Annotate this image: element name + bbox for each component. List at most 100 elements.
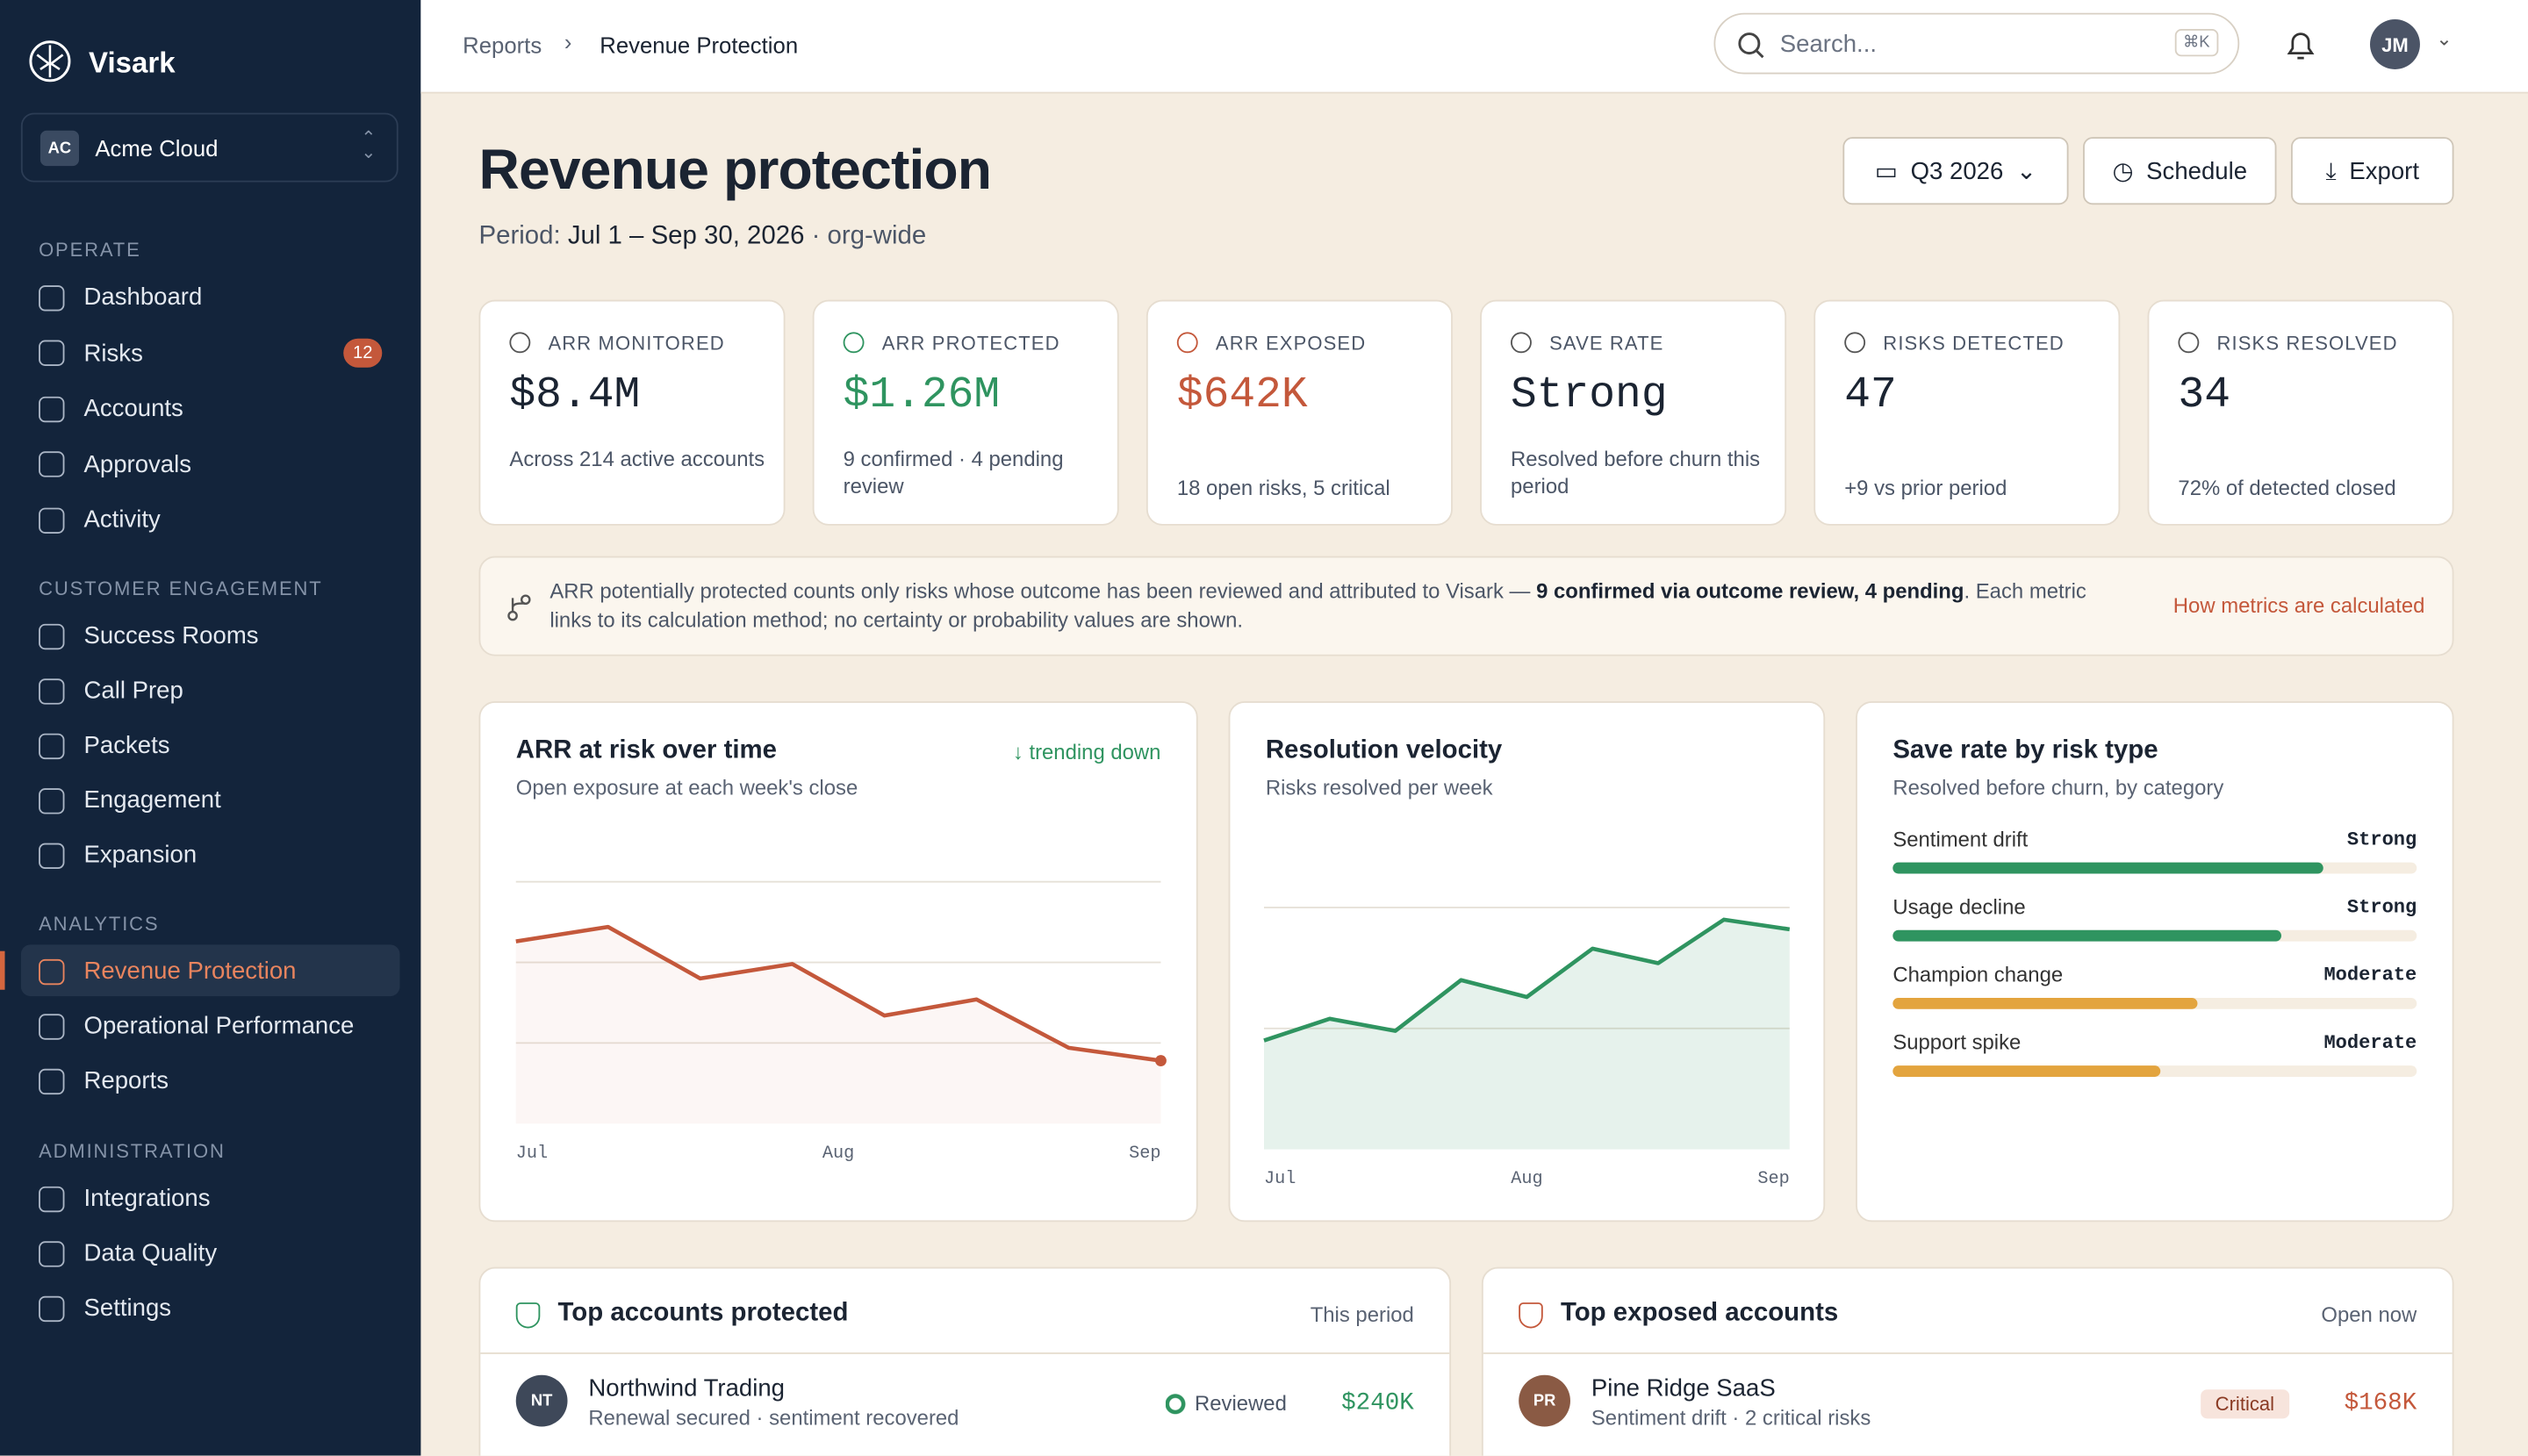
breadcrumb-parent[interactable]: Reports xyxy=(463,32,542,59)
nav-item[interactable]: Accounts xyxy=(39,395,183,422)
workspace-switcher[interactable]: AC Acme Cloud ⌃ ⌄ xyxy=(20,112,399,183)
bar xyxy=(1892,929,2281,942)
bar-label: Usage decline xyxy=(1892,894,2026,919)
nav-item[interactable]: Success Rooms xyxy=(39,622,259,649)
kpi-sub: Across 214 active accounts xyxy=(509,446,765,471)
nav-item[interactable]: Risks xyxy=(39,340,143,367)
nav-icon xyxy=(39,958,65,985)
nav-icon xyxy=(39,1013,65,1039)
nav-icon xyxy=(39,1067,65,1094)
status: Critical xyxy=(2201,1389,2289,1419)
kpi-icon xyxy=(1511,332,1532,354)
table-card: Top accounts protected This period NT North… xyxy=(478,1266,1452,1456)
chart-title: ARR at risk over time xyxy=(515,736,778,764)
chart: Jul Aug Sep xyxy=(1263,907,1791,1189)
table-title: Top accounts protected xyxy=(557,1299,849,1327)
nav-item[interactable]: Operational Performance xyxy=(39,1012,355,1040)
trend: ↓ trending down xyxy=(1012,740,1161,764)
table-meta: This period xyxy=(1310,1302,1414,1327)
note-link[interactable]: How metrics are calculated xyxy=(2172,592,2425,618)
kpi-icon xyxy=(1844,332,1866,354)
bar xyxy=(1892,862,2323,874)
kpi-label: ARR MONITORED xyxy=(548,332,725,355)
period-button[interactable]: ▭ Q3 2026 ⌄ xyxy=(1842,137,2069,205)
chart-card: Resolution velocity Risks resolved per w… xyxy=(1228,700,1826,1223)
clock-icon: ◷ xyxy=(2112,158,2134,186)
nav-label: Revenue Protection xyxy=(83,958,297,986)
kpi-label: ARR PROTECTED xyxy=(881,332,1060,355)
note-bold: 9 confirmed via outcome review, 4 pendin… xyxy=(1536,578,1964,603)
bar xyxy=(1892,997,2197,1009)
bar-label: Champion change xyxy=(1892,962,2064,987)
avatar[interactable]: JM xyxy=(2370,19,2420,69)
bar-track xyxy=(1892,1065,2417,1077)
divider xyxy=(1483,1352,2453,1354)
nav-item[interactable]: Packets xyxy=(39,732,170,759)
nav-icon xyxy=(39,284,65,311)
kpi-sub: 18 open risks, 5 critical xyxy=(1176,475,1390,500)
chart: Jul Aug Sep xyxy=(515,880,1167,1164)
kpi-sub: Resolved before churn this period xyxy=(1511,446,1761,498)
bar-value-label: Strong xyxy=(2346,896,2417,919)
bar-row: Usage decline Strong xyxy=(1892,894,2417,942)
area xyxy=(1264,919,1790,1150)
search-box[interactable]: Search... ⌘K xyxy=(1713,12,2240,75)
kpi-card: RISKS RESOLVED 34 72% of detected closed xyxy=(2147,299,2454,526)
area xyxy=(515,927,1161,1124)
search-placeholder: Search... xyxy=(1779,30,1878,59)
kpi-value: Strong xyxy=(1511,372,1668,421)
chart-subtitle: Risks resolved per week xyxy=(1265,775,1493,800)
button-label: Export xyxy=(2349,157,2420,185)
bar-value-label: Moderate xyxy=(2323,1031,2417,1055)
table-icon xyxy=(1519,1302,1543,1329)
bar-value-label: Strong xyxy=(2346,828,2417,851)
export-button[interactable]: ⤓ Export xyxy=(2291,137,2454,205)
nav-label: Engagement xyxy=(83,786,221,814)
kpi-icon xyxy=(509,332,531,354)
nav-label: Activity xyxy=(83,506,161,534)
bar-label: Sentiment drift xyxy=(1892,827,2029,851)
method-note: ARR potentially protected counts only ri… xyxy=(478,556,2454,656)
x-label: Sep xyxy=(1129,1144,1160,1164)
section-title: ADMINISTRATION xyxy=(39,1139,226,1163)
period-range: Jul 1 – Sep 30, 2026 xyxy=(567,222,805,250)
divider xyxy=(480,1352,1450,1354)
nav-label: Operational Performance xyxy=(83,1012,355,1040)
nav-label: Dashboard xyxy=(83,283,203,312)
x-label: Jul xyxy=(516,1144,548,1164)
bar-row: Sentiment drift Strong xyxy=(1892,827,2417,874)
nav-item[interactable]: Engagement xyxy=(39,786,221,814)
chevrons: ⌃ ⌄ xyxy=(361,128,377,163)
nav-item[interactable]: Call Prep xyxy=(39,677,183,705)
kpi-card: ARR EXPOSED $642K 18 open risks, 5 critica… xyxy=(1146,299,1453,526)
nav-item[interactable]: Settings xyxy=(39,1295,171,1322)
nav-item[interactable]: Integrations xyxy=(39,1185,210,1212)
kpi-icon xyxy=(2178,332,2200,354)
chart-card: ARR at risk over time Open exposure at e… xyxy=(478,700,1198,1223)
nav-item[interactable]: Approvals xyxy=(39,450,192,478)
kpi-label: RISKS DETECTED xyxy=(1883,332,2065,355)
nav-label: Approvals xyxy=(83,450,192,478)
schedule-button[interactable]: ◷ Schedule xyxy=(2083,137,2277,205)
bell-icon[interactable] xyxy=(2283,27,2318,62)
bar-track xyxy=(1892,862,2417,874)
nav-item[interactable]: Expansion xyxy=(39,842,197,869)
nav-item[interactable]: Data Quality xyxy=(39,1239,217,1267)
kpi-value: $1.26M xyxy=(843,372,1001,421)
chart-title: Save rate by risk type xyxy=(1892,736,2158,764)
account-detail: Sentiment drift · 2 critical risks xyxy=(1591,1405,1871,1431)
nav-icon xyxy=(39,1295,65,1322)
shortcut: ⌘K xyxy=(2174,29,2218,57)
kpi-label: ARR EXPOSED xyxy=(1215,332,1367,355)
bar-track xyxy=(1892,929,2417,942)
bar xyxy=(1892,1065,2160,1077)
note-text: ARR potentially protected counts only ri… xyxy=(549,577,2129,635)
nav-item[interactable]: Revenue Protection xyxy=(39,958,297,986)
nav-item[interactable]: Dashboard xyxy=(39,283,202,311)
nav-item[interactable]: Activity xyxy=(39,506,161,534)
status: Reviewed xyxy=(1165,1391,1287,1416)
nav-item[interactable]: Reports xyxy=(39,1067,169,1094)
nav-icon xyxy=(39,678,65,704)
x-label: Jul xyxy=(1264,1169,1296,1189)
calendar-icon: ▭ xyxy=(1874,158,1898,186)
